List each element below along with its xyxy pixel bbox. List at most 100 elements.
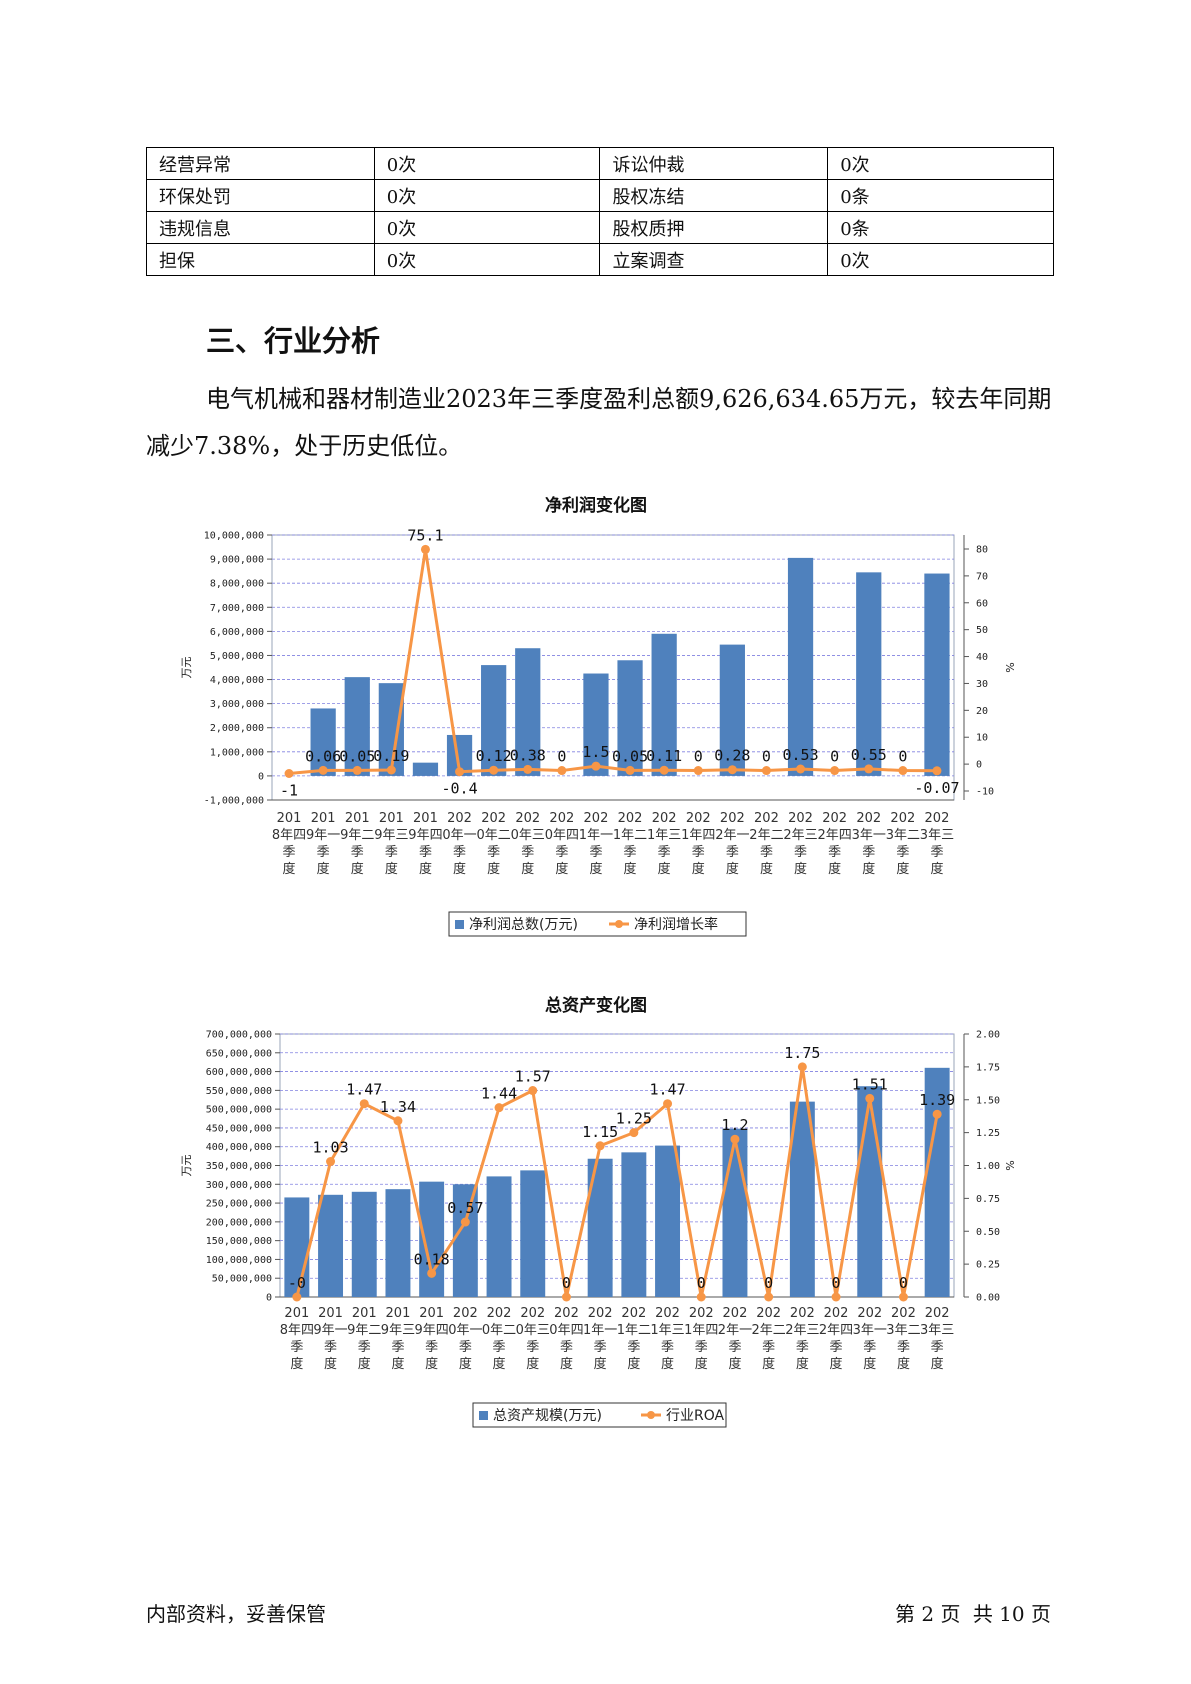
net-profit-chart: 净利润变化图 10,000,000 9,000,000 8,000,000 7,000,…	[180, 495, 1016, 937]
y-tick-label: 250,000,000	[206, 1199, 272, 1210]
bar	[789, 1101, 815, 1297]
chart-title: 净利润变化图	[545, 495, 647, 516]
x-tick-label: 201 9年三季度	[381, 1306, 415, 1372]
line-point	[386, 765, 396, 775]
chart-title: 总资产变化图	[545, 995, 647, 1016]
line-point	[528, 1086, 538, 1096]
x-tick-label: 201 8年四季度	[280, 1306, 314, 1372]
line-point	[557, 766, 567, 776]
data-label: 1.15	[582, 1123, 618, 1141]
x-tick-label: 202 3年二季度	[886, 811, 920, 877]
line-point	[796, 764, 806, 774]
x-tick-label: 202 2年二季度	[749, 811, 783, 877]
y-tick-label: 5,000,000	[210, 651, 264, 662]
line-point	[730, 1134, 740, 1144]
table-label-cell: 股权冻结	[599, 179, 829, 212]
y2-tick-label: 80	[976, 545, 988, 556]
x-tick-label: 202 2年一季度	[718, 1306, 752, 1372]
legend-bar-swatch	[479, 1411, 488, 1420]
y-tick-label: 4,000,000	[210, 675, 264, 686]
data-label: 0	[764, 1274, 773, 1292]
table-row: 担保 0次 立案调查 0次	[146, 243, 1054, 276]
data-label: 0.38	[510, 746, 546, 764]
data-label: 0.55	[851, 746, 887, 764]
y-tick-label: 450,000,000	[206, 1123, 272, 1134]
table-value-cell: 0次	[827, 147, 1054, 180]
bar	[412, 762, 439, 776]
line-point	[292, 1292, 302, 1302]
y2-axis-label: %	[1003, 662, 1016, 672]
total-assets-chart: 总资产变化图 700,000,000 650,000,000 600,000,000 5…	[180, 995, 1016, 1428]
y2-tick-label: 40	[976, 652, 988, 663]
x-tick-label: 202 2年三季度	[783, 811, 817, 877]
x-tick-label: 202 0年三季度	[516, 1306, 550, 1372]
line-point	[561, 1292, 571, 1302]
y-tick-label: 10,000,000	[204, 531, 264, 542]
x-tick-label: 201 9年四季度	[415, 1306, 449, 1372]
series-line	[288, 549, 937, 775]
line-point	[865, 1093, 875, 1103]
x-tick-label: 202 1年四季度	[684, 1306, 718, 1372]
x-tick-label: 202 2年二季度	[752, 1306, 786, 1372]
x-tick-label: 201 9年四季度	[408, 811, 442, 877]
data-label: 75.1	[407, 526, 443, 544]
x-tick-label: 202 1年二季度	[617, 1306, 651, 1372]
data-label: 1.34	[380, 1098, 416, 1116]
data-label: 0.11	[646, 747, 682, 765]
risk-table: 经营异常 0次 诉讼仲裁 0次 环保处罚 0次 股权冻结 0条 违规信息 0次 股权质押 0条 担保 0次…	[146, 147, 1054, 276]
line-point	[455, 767, 465, 777]
bar	[719, 644, 745, 776]
x-tick-label: 202 3年一季度	[853, 1306, 887, 1372]
y-tick-label: 50,000,000	[212, 1274, 272, 1285]
y-tick-label: 400,000,000	[206, 1142, 272, 1153]
table-row: 经营异常 0次 诉讼仲裁 0次	[146, 147, 1054, 180]
y-tick-label: 350,000,000	[206, 1161, 272, 1172]
y-tick-label: 6,000,000	[210, 627, 264, 638]
bar	[310, 708, 336, 776]
line-point	[932, 1109, 942, 1119]
line-point	[359, 1099, 369, 1109]
y2-tick-label: 20	[976, 706, 988, 717]
data-label: 0.05	[612, 747, 648, 765]
line-point	[494, 1103, 504, 1113]
x-tick-label: 202 0年三季度	[511, 811, 545, 877]
y-tick-label: 2,000,000	[210, 723, 264, 734]
data-label: 0	[899, 1274, 908, 1292]
data-label: 0.57	[447, 1199, 483, 1217]
table-value-cell: 0条	[827, 211, 1054, 244]
line-point	[898, 1292, 908, 1302]
table-label-cell: 诉讼仲裁	[599, 147, 829, 180]
bar	[351, 1191, 377, 1297]
data-label: 0.05	[339, 747, 375, 765]
data-label: 0.28	[714, 747, 750, 765]
bar	[924, 1067, 950, 1297]
table-row: 环保处罚 0次 股权冻结 0条	[146, 179, 1054, 212]
y-tick-label: 650,000,000	[206, 1048, 272, 1059]
x-tick-label: 202 2年四季度	[819, 1306, 853, 1372]
table-label-cell: 担保	[146, 243, 375, 276]
line-point	[864, 764, 874, 774]
line-point	[797, 1062, 807, 1072]
bar	[583, 673, 609, 776]
line-point	[696, 1292, 706, 1302]
line-point	[898, 766, 908, 776]
data-label: 0.53	[782, 746, 818, 764]
bar	[651, 633, 677, 776]
table-value-cell: 0次	[373, 211, 601, 244]
legend-bar-label: 净利润总数(万元)	[469, 917, 578, 933]
y2-tick-label: 1.75	[976, 1062, 1000, 1073]
line-point	[427, 1268, 437, 1278]
bar	[924, 573, 950, 776]
table-row: 违规信息 0次 股权质押 0条	[146, 211, 1054, 244]
line-point	[352, 765, 362, 775]
bar	[722, 1128, 748, 1297]
bar	[284, 1197, 310, 1297]
x-tick-label: 202 0年一季度	[442, 811, 476, 877]
table-label-cell: 立案调查	[599, 243, 829, 276]
x-tick-label: 202 2年四季度	[818, 811, 852, 877]
series-line	[295, 1066, 939, 1298]
legend-line-label: 行业ROA	[666, 1408, 725, 1424]
line-point	[591, 761, 601, 771]
y2-tick-label: 30	[976, 679, 988, 690]
data-label: 1.2	[721, 1116, 748, 1134]
